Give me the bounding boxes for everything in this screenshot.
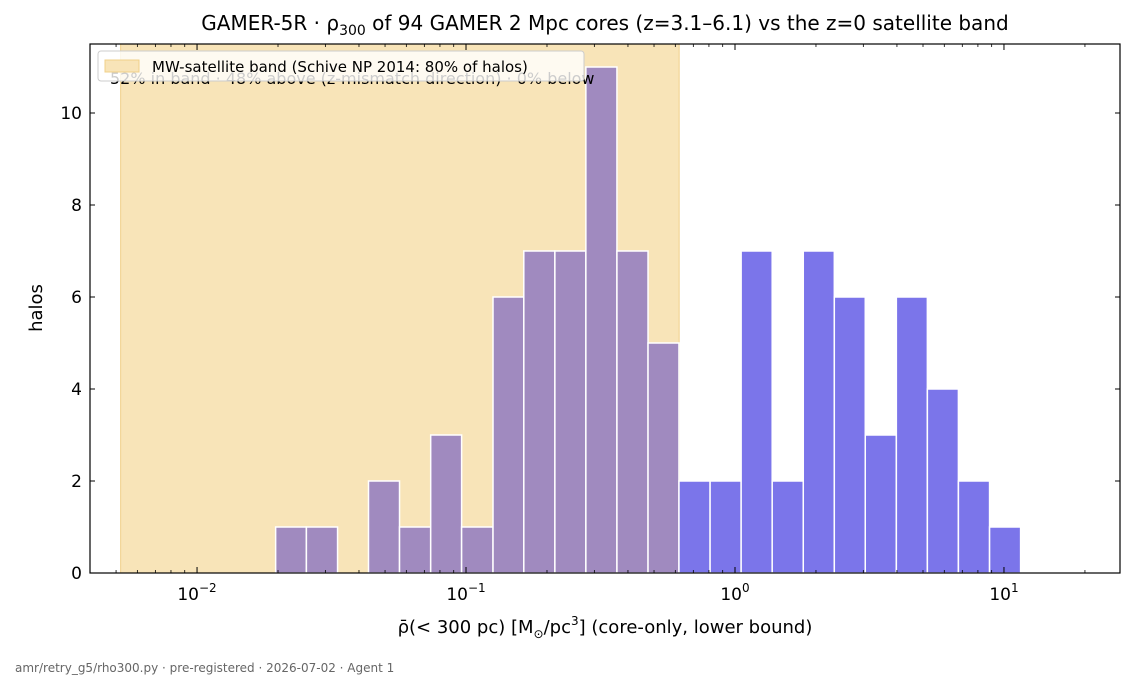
y-tick-label-0: 0 [71,564,82,584]
histogram-bar-1 [305,526,339,574]
histogram-bar-21 [926,388,960,574]
histogram-bar-3 [367,480,401,574]
histogram-bar-11 [616,250,649,574]
histogram-bar-12 [647,342,680,574]
histogram-bar-18 [833,296,867,574]
x-tick-label-0: 10−2 [177,581,216,605]
x-axis-label: ρ̄(< 300 pc) [M⊙/pc3] (core-only, lower … [398,614,813,641]
chart-title: GAMER-5R · ρ300 of 94 GAMER 2 Mpc cores … [201,11,1008,39]
histogram-bar-16 [771,480,805,574]
x-tick-label-2: 100 [720,581,749,605]
legend-swatch [104,59,140,73]
histogram-bar-14 [709,480,742,574]
x-tick-label-3: 101 [989,581,1018,605]
histogram-bar-17 [802,250,836,574]
y-tick-label-4: 4 [71,380,82,400]
y-axis-label: halos [26,284,47,332]
legend-box [97,50,585,82]
y-tick-label-6: 6 [71,288,82,308]
footer-caption: amr/retry_g5/rho300.py · pre-registered … [15,661,395,675]
histogram-bar-0 [274,526,308,574]
legend-label: MW-satellite band (Schive NP 2014: 80% o… [152,58,528,76]
histogram-bar-7 [492,296,525,574]
legend: MW-satellite band (Schive NP 2014: 80% o… [97,50,585,82]
histogram-bar-10 [585,66,618,574]
histogram-bar-19 [864,434,898,574]
histogram-bar-9 [554,250,587,574]
histogram-bar-4 [398,526,432,574]
y-tick-label-2: 2 [71,472,82,492]
histogram-bar-13 [678,480,711,574]
histogram-bar-8 [523,250,556,574]
plot-frame [89,43,1121,574]
histogram-bar-23 [988,526,1022,574]
x-tick-label-1: 10−1 [446,581,485,605]
histogram-bar-22 [957,480,991,574]
histogram-bar-5 [429,434,463,574]
histogram-bar-6 [460,526,494,574]
y-tick-label-10: 10 [60,104,82,124]
histogram-bar-20 [895,296,929,574]
y-tick-label-8: 8 [71,196,82,216]
histogram-bar-15 [740,250,773,574]
